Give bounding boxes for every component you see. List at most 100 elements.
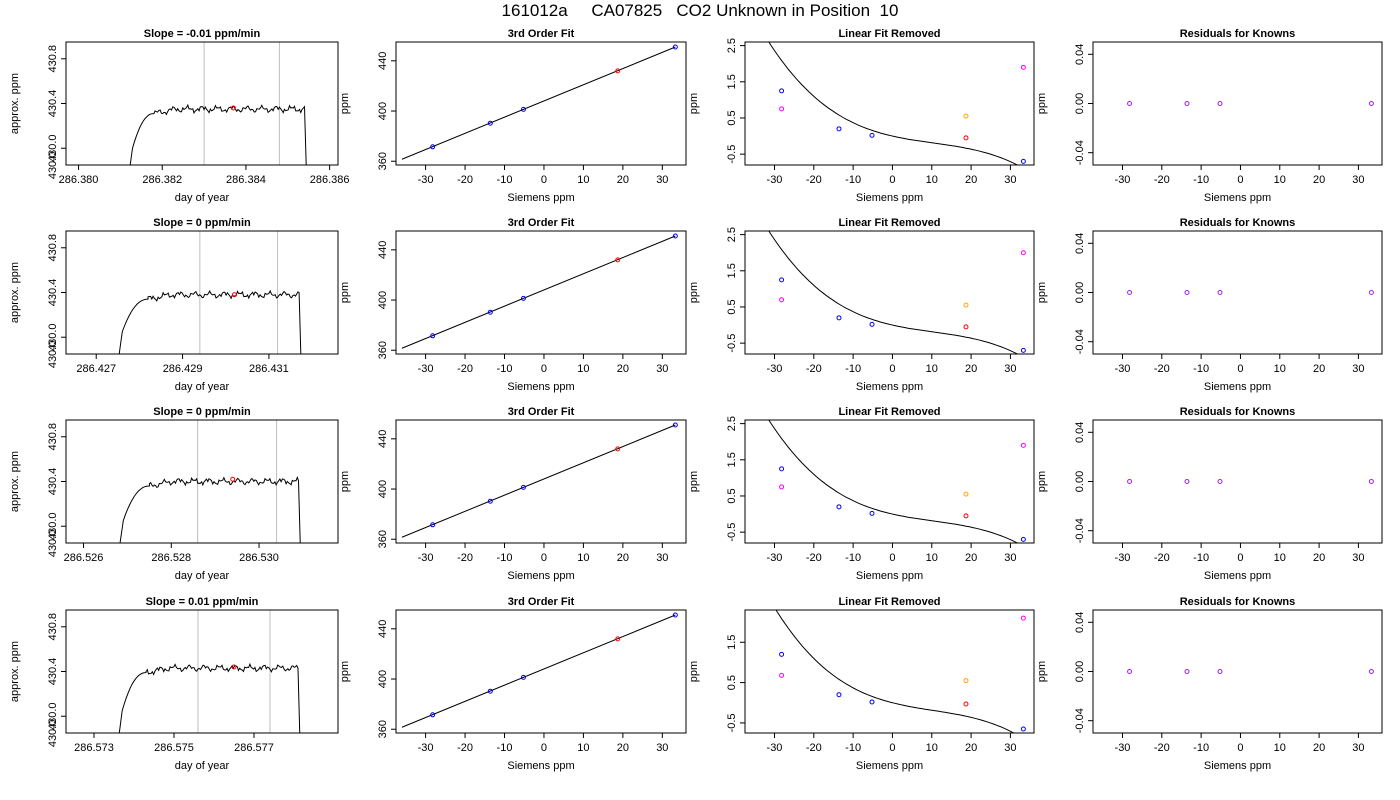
plot-content	[401, 422, 678, 538]
x-tick-label: 286.382	[142, 174, 182, 186]
x-tick-label: 286.577	[234, 742, 274, 754]
y-axis-label: ppm	[688, 661, 700, 682]
x-tick-label: 10	[577, 552, 589, 564]
data-point	[487, 309, 493, 315]
data-point	[1217, 669, 1223, 674]
ppm-trace	[118, 289, 302, 354]
data-point	[869, 321, 875, 327]
y-tick-label: 430.0	[47, 512, 59, 540]
y-tick-label: 400	[377, 670, 389, 688]
x-tick-label: -10	[497, 363, 513, 375]
panel-3-2: Linear Fit Removed Siemens ppm ppm -30 -20 -1…	[688, 596, 1035, 772]
x-axis-label: Siemens ppm	[856, 381, 923, 393]
x-tick-label: 286.573	[74, 742, 114, 754]
data-point	[963, 491, 969, 497]
y-tick-label: 0.5	[726, 488, 738, 503]
x-tick-label: -20	[1154, 742, 1170, 754]
x-tick-label: 20	[617, 363, 629, 375]
y-tick-label: -0.04	[1074, 518, 1086, 543]
y-tick-label: 360	[377, 341, 389, 359]
x-tick-label: -10	[845, 174, 861, 186]
data-point	[779, 88, 785, 94]
plot-content	[1127, 479, 1374, 484]
fit-curve	[768, 231, 1019, 354]
panel-title: Residuals for Knowns	[1180, 406, 1296, 418]
data-point	[520, 295, 526, 301]
plot-content	[401, 233, 678, 349]
x-tick-label: 0	[889, 552, 895, 564]
y-axis-label: ppm	[339, 93, 351, 114]
x-tick-label: 20	[617, 742, 629, 754]
panel-0-2: Linear Fit Removed Siemens ppm ppm -30 -20 -1…	[688, 28, 1035, 204]
x-tick-label: -20	[806, 363, 822, 375]
x-tick-label: 20	[1313, 552, 1325, 564]
x-axis-label: day of year	[175, 192, 230, 204]
data-point	[1127, 101, 1133, 106]
y-tick-label: 440	[377, 241, 389, 259]
y-tick-label: 0.00	[1074, 93, 1086, 114]
x-tick-label: 286.526	[64, 552, 104, 564]
x-tick-label: 10	[926, 742, 938, 754]
panel-1-2: Linear Fit Removed Siemens ppm ppm -30 -20 -1…	[688, 217, 1035, 393]
x-tick-label: 0	[1237, 742, 1243, 754]
x-tick-label: 286.431	[249, 363, 289, 375]
y-tick-label: 430.4	[47, 90, 59, 118]
plot-content	[775, 610, 1026, 733]
data-point	[779, 277, 785, 283]
data-point	[672, 44, 678, 50]
x-tick-label: -30	[767, 363, 783, 375]
mean-marker	[230, 476, 236, 482]
data-point	[963, 324, 969, 330]
panel-title: Slope = 0 ppm/min	[153, 217, 251, 229]
y-tick-label: -0.5	[726, 713, 738, 732]
x-tick-label: 10	[1274, 363, 1286, 375]
y-tick-label: 1.5	[726, 263, 738, 278]
x-tick-label: -20	[806, 552, 822, 564]
x-axis-label: Siemens ppm	[1204, 570, 1271, 582]
panel-3-3: Residuals for Knowns Siemens ppm ppm -30 -20…	[1036, 596, 1383, 772]
data-point	[779, 651, 785, 657]
plot-frame	[744, 419, 1035, 544]
x-tick-label: -10	[1193, 742, 1209, 754]
x-axis-label: Siemens ppm	[856, 760, 923, 772]
x-tick-label: -30	[1115, 363, 1131, 375]
data-point	[615, 446, 621, 452]
data-point	[1368, 479, 1374, 484]
plot-content	[768, 231, 1026, 354]
y-tick-label: -0.04	[1074, 140, 1086, 165]
x-tick-label: 0	[889, 363, 895, 375]
y-tick-label: 430.8	[47, 613, 59, 641]
panel-title: Slope = 0 ppm/min	[153, 406, 251, 418]
ppm-trace	[118, 662, 301, 733]
ppm-trace	[129, 103, 307, 165]
x-tick-label: -20	[1154, 363, 1170, 375]
fit-curve	[768, 42, 1019, 165]
fit-curve	[768, 420, 1019, 543]
y-axis-label: ppm	[1036, 282, 1048, 303]
y-tick-label: -0.04	[1074, 708, 1086, 733]
plot-frame	[395, 41, 687, 166]
y-tick-label: 0.04	[1074, 422, 1086, 443]
ppm-trace	[119, 475, 301, 543]
y-tick-label: 430.0	[47, 530, 59, 558]
x-tick-label: 286.380	[59, 174, 99, 186]
plot-content	[118, 231, 302, 354]
x-axis-label: Siemens ppm	[1204, 760, 1271, 772]
x-tick-label: 10	[926, 174, 938, 186]
data-point	[1368, 290, 1374, 295]
x-tick-label: -10	[497, 552, 513, 564]
data-point	[1020, 158, 1026, 164]
x-tick-label: -30	[418, 174, 434, 186]
data-point	[615, 636, 621, 642]
panel-title: 3rd Order Fit	[508, 406, 575, 418]
y-axis-label: ppm	[688, 282, 700, 303]
data-point	[869, 132, 875, 138]
y-axis-label: ppm	[1036, 93, 1048, 114]
x-tick-label: 30	[656, 742, 668, 754]
y-axis-label: ppm	[688, 93, 700, 114]
panel-title: Linear Fit Removed	[838, 28, 940, 40]
x-tick-label: 286.427	[76, 363, 116, 375]
x-tick-label: -10	[845, 552, 861, 564]
mean-marker	[230, 105, 236, 111]
plot-content	[119, 420, 301, 543]
